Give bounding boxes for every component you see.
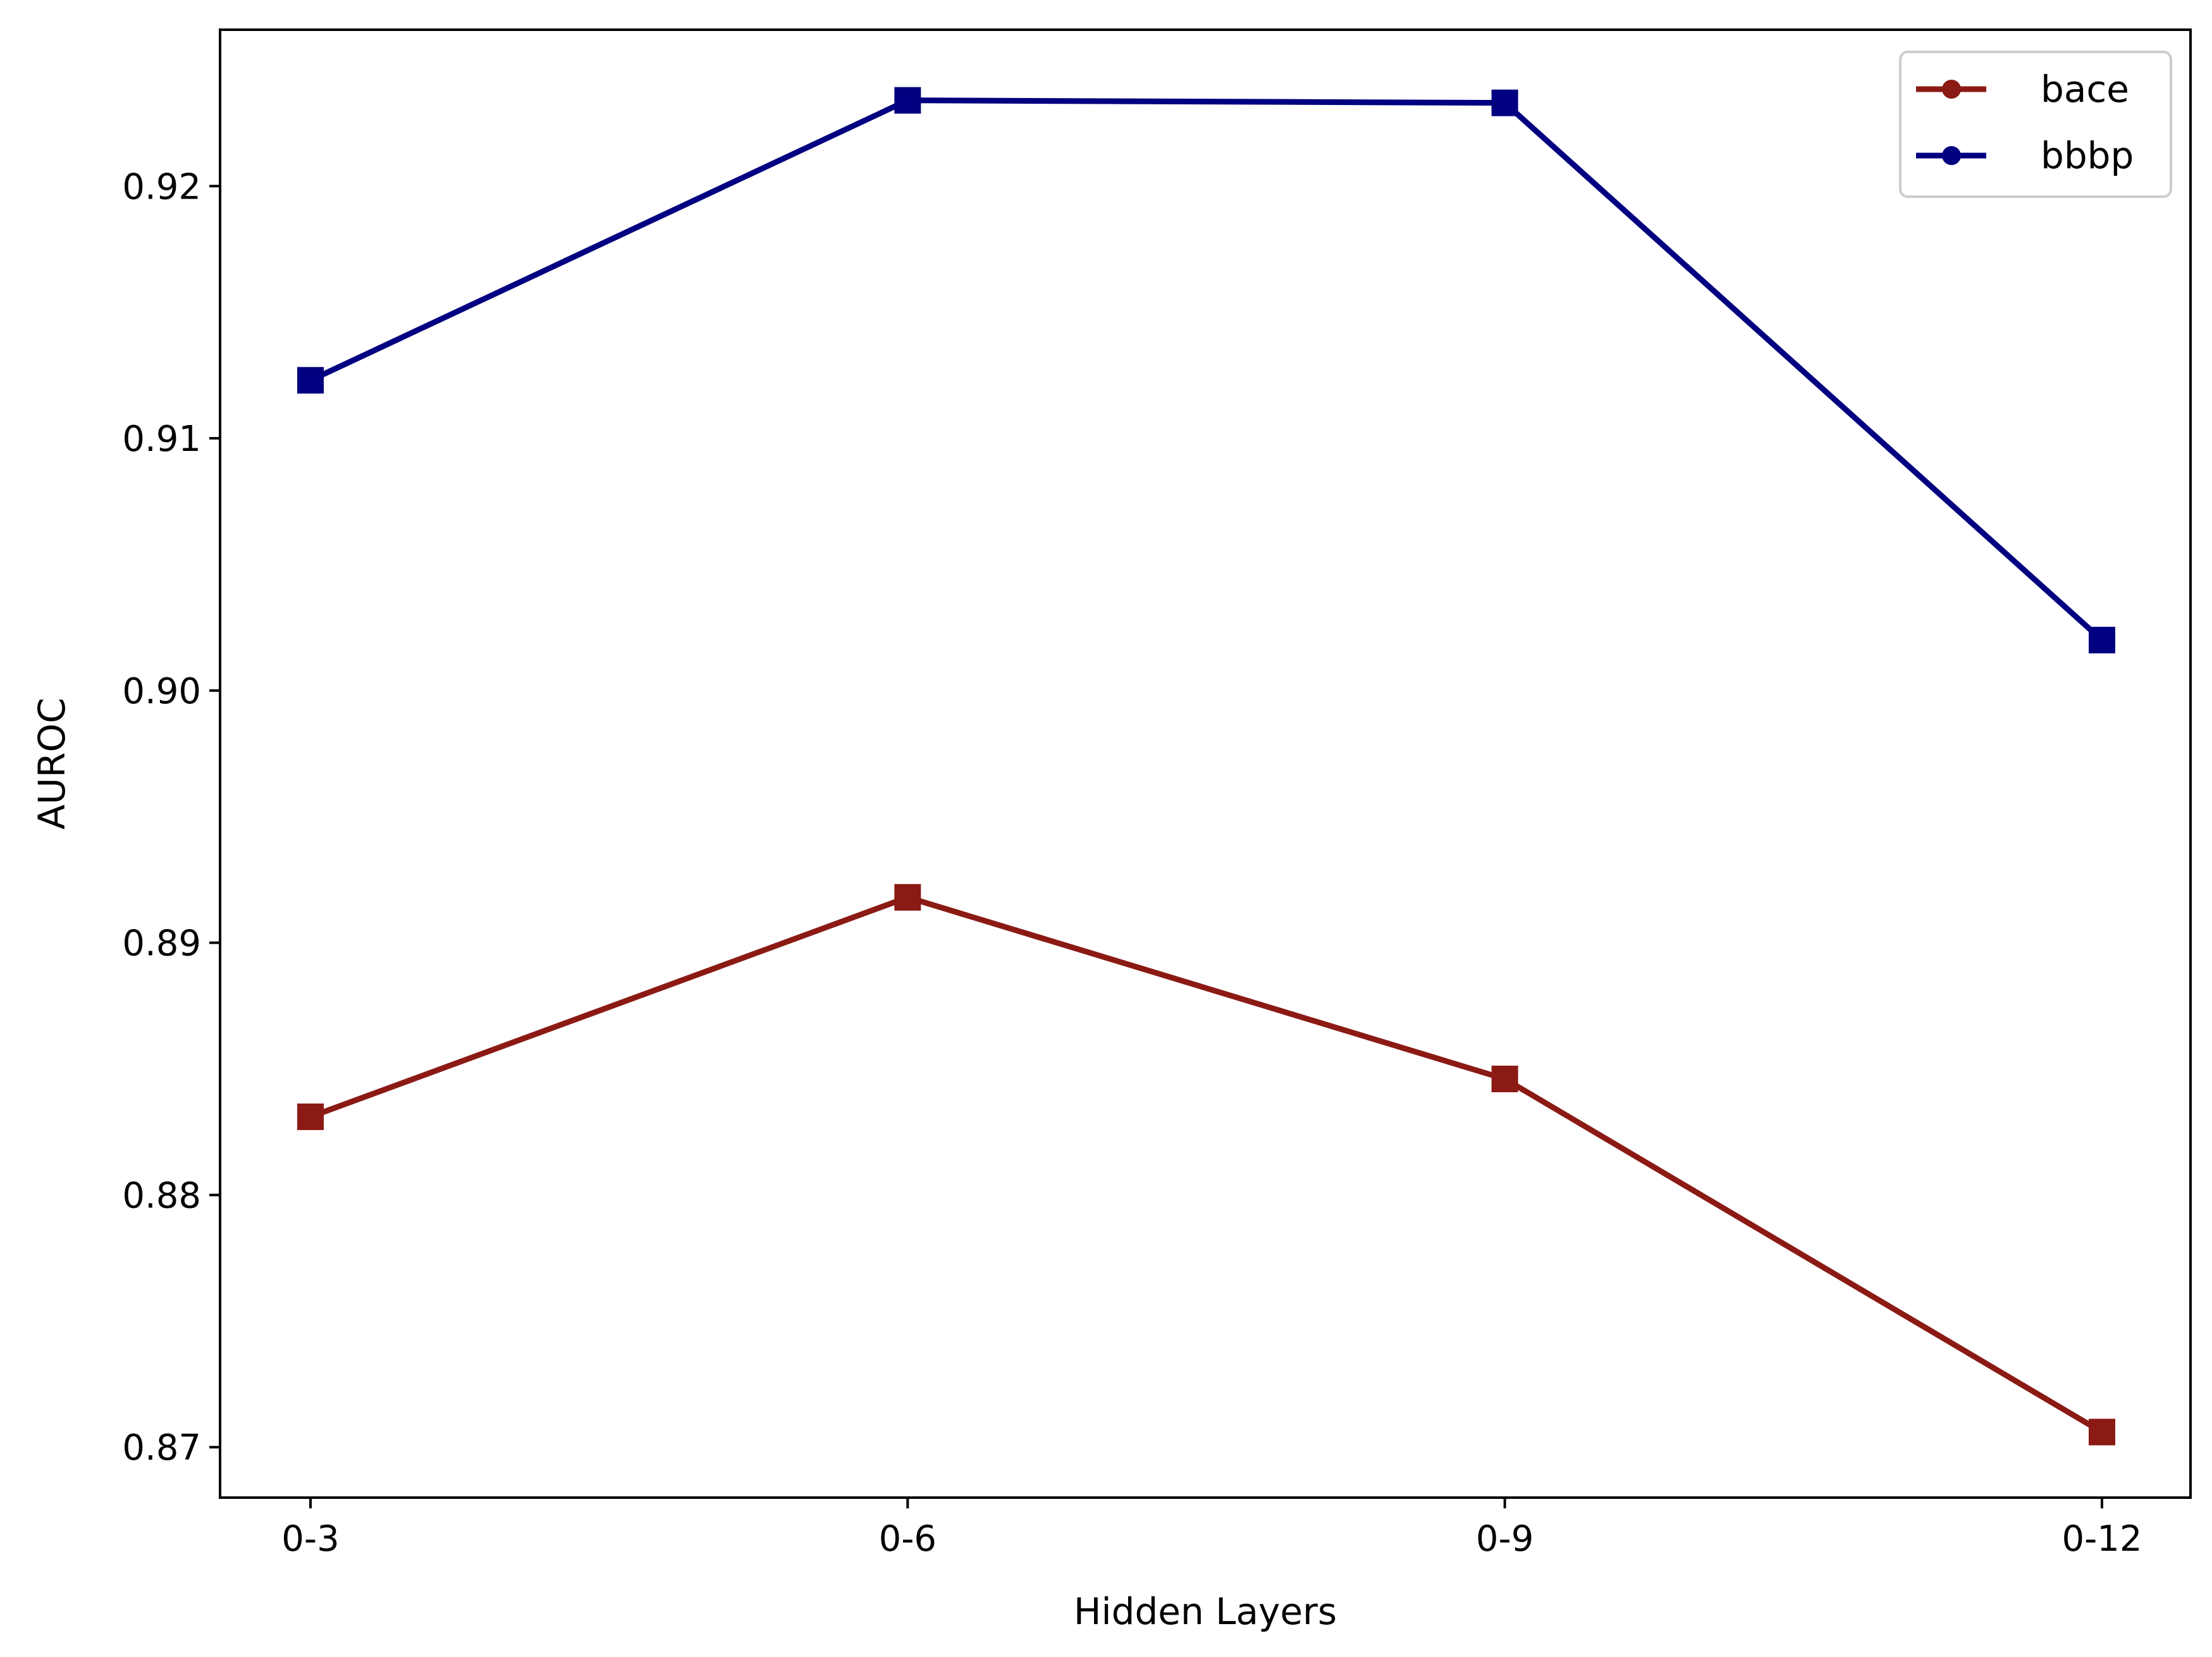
y-tick-label: 0.89 [122,923,201,964]
data-point-bace [894,884,921,911]
x-tick-label: 0-6 [879,1518,937,1560]
plot-frame [219,28,2192,1499]
series-line-bace [309,894,2104,1435]
legend-item-bace: bace [1916,68,2129,111]
x-tick-label: 0-3 [281,1518,339,1560]
y-tick-label: 0.92 [122,166,201,207]
legend: bace bbbp [1899,51,2172,198]
legend-marker-bbbp [1942,146,1961,165]
data-point-bace [2089,1419,2115,1446]
legend-label-bbbp: bbbp [2041,134,2134,177]
y-tick-label: 0.87 [122,1427,201,1469]
series-bace [297,884,2115,1446]
series-line-bbbp [309,97,2104,643]
series-bbbp [297,87,2115,654]
x-axis-label: Hidden Layers [1074,1590,1337,1633]
y-tick-label: 0.88 [122,1175,201,1216]
data-point-bbbp [2089,627,2115,654]
x-tick-label: 0-12 [2061,1518,2142,1560]
x-tick-label: 0-9 [1476,1518,1533,1560]
data-point-bbbp [297,367,324,394]
plot-area [297,87,2115,1446]
legend-marker-bace [1942,80,1961,99]
x-axis: 0-3 0-6 0-9 0-12 [281,1498,2142,1560]
y-axis-label: AUROC [30,698,73,830]
data-point-bace [1491,1065,1518,1092]
legend-label-bace: bace [2041,68,2129,111]
data-point-bbbp [1491,89,1518,116]
legend-item-bbbp: bbbp [1916,134,2134,177]
data-point-bbbp [894,87,921,114]
y-axis: 0.87 0.88 0.89 0.90 0.91 0.92 [122,166,220,1469]
data-point-bace [297,1103,324,1130]
y-tick-label: 0.91 [122,419,201,460]
y-tick-label: 0.90 [122,671,201,712]
